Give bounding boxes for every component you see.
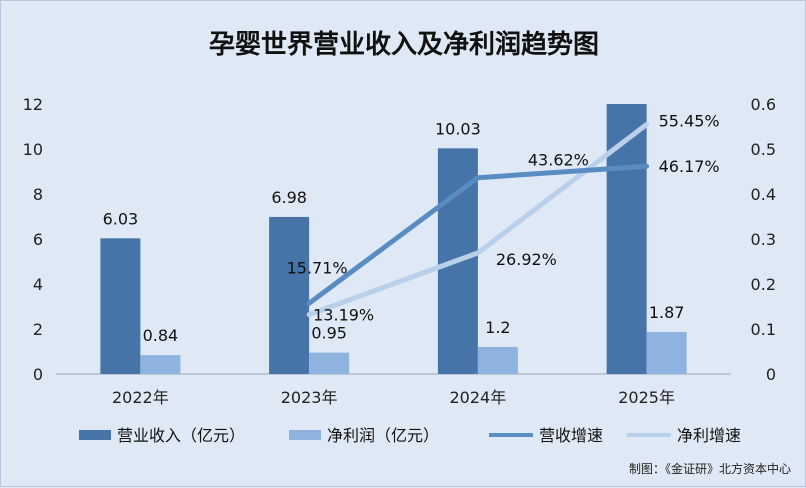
- bar-data-label: 1.87: [649, 303, 685, 322]
- x-tick-label: 2025年: [618, 388, 675, 407]
- legend-label: 营业收入（亿元）: [117, 426, 245, 445]
- chart-title: 孕婴世界营业收入及净利润趋势图: [209, 29, 599, 60]
- x-tick-label: 2024年: [450, 388, 507, 407]
- legend-swatch: [79, 430, 111, 440]
- legend-label: 营收增速: [539, 426, 603, 445]
- bar-net-profit: [140, 355, 181, 374]
- x-tick-label: 2022年: [112, 388, 169, 407]
- x-tick-label: 2023年: [281, 388, 338, 407]
- y-left-tick-label: 12: [23, 95, 43, 114]
- bar-net-profit: [646, 331, 687, 374]
- line-data-label: 46.17%: [659, 157, 720, 176]
- y-left-tick-label: 6: [33, 230, 43, 249]
- y-right-tick-label: 0: [766, 365, 776, 384]
- revenue-growth-line: [306, 163, 650, 306]
- bar-data-label: 6.98: [271, 188, 307, 207]
- y-right-tick-label: 0.3: [751, 230, 776, 249]
- bar-net-profit: [477, 347, 518, 374]
- profit-growth-line: [306, 121, 650, 318]
- data-labels: 6.03 6.98 10.03 0.84 0.95 1.2 1.87 15.71% 43.62%…: [103, 111, 720, 345]
- line-data-label: 43.62%: [528, 151, 589, 170]
- legend-label: 净利润（亿元）: [327, 426, 439, 445]
- legend-swatch: [289, 430, 321, 440]
- y-right-tick-label: 0.4: [751, 185, 776, 204]
- line-data-label: 55.45%: [659, 111, 720, 130]
- bar-revenue: [269, 216, 310, 374]
- bar-data-label: 0.84: [143, 326, 179, 345]
- y-left-tick-label: 0: [33, 365, 43, 384]
- bar-data-label: 10.03: [435, 119, 481, 138]
- legend-label: 净利增速: [677, 426, 741, 445]
- axes: 0 2 4 6 8 10 12 0 0.1 0.2 0.3 0.4 0.5 0.6 2022年 2023年 20…: [23, 95, 776, 407]
- legend: 营业收入（亿元） 净利润（亿元） 营收增速 净利增速: [79, 426, 741, 445]
- y-left-tick-label: 8: [33, 185, 43, 204]
- y-right-tick-label: 0.1: [751, 320, 776, 339]
- bar-revenue: [606, 104, 647, 374]
- line-data-label: 13.19%: [313, 306, 374, 325]
- source-note: 制图：《金证研》北方资本中心: [629, 461, 791, 476]
- bar-data-label: 1.2: [485, 318, 510, 337]
- bar-revenue: [100, 238, 141, 374]
- bar-data-label: 6.03: [103, 209, 139, 228]
- bar-net-profit: [309, 352, 350, 374]
- y-left-tick-label: 10: [23, 140, 43, 159]
- line-data-label: 26.92%: [496, 250, 557, 269]
- y-right-tick-label: 0.6: [751, 95, 776, 114]
- y-right-tick-label: 0.2: [751, 275, 776, 294]
- line-data-label: 15.71%: [287, 258, 348, 277]
- lines: [306, 121, 650, 318]
- y-right-tick-label: 0.5: [751, 140, 776, 159]
- y-left-tick-label: 4: [33, 275, 43, 294]
- bar-data-label: 0.95: [311, 324, 347, 343]
- y-left-tick-label: 2: [33, 320, 43, 339]
